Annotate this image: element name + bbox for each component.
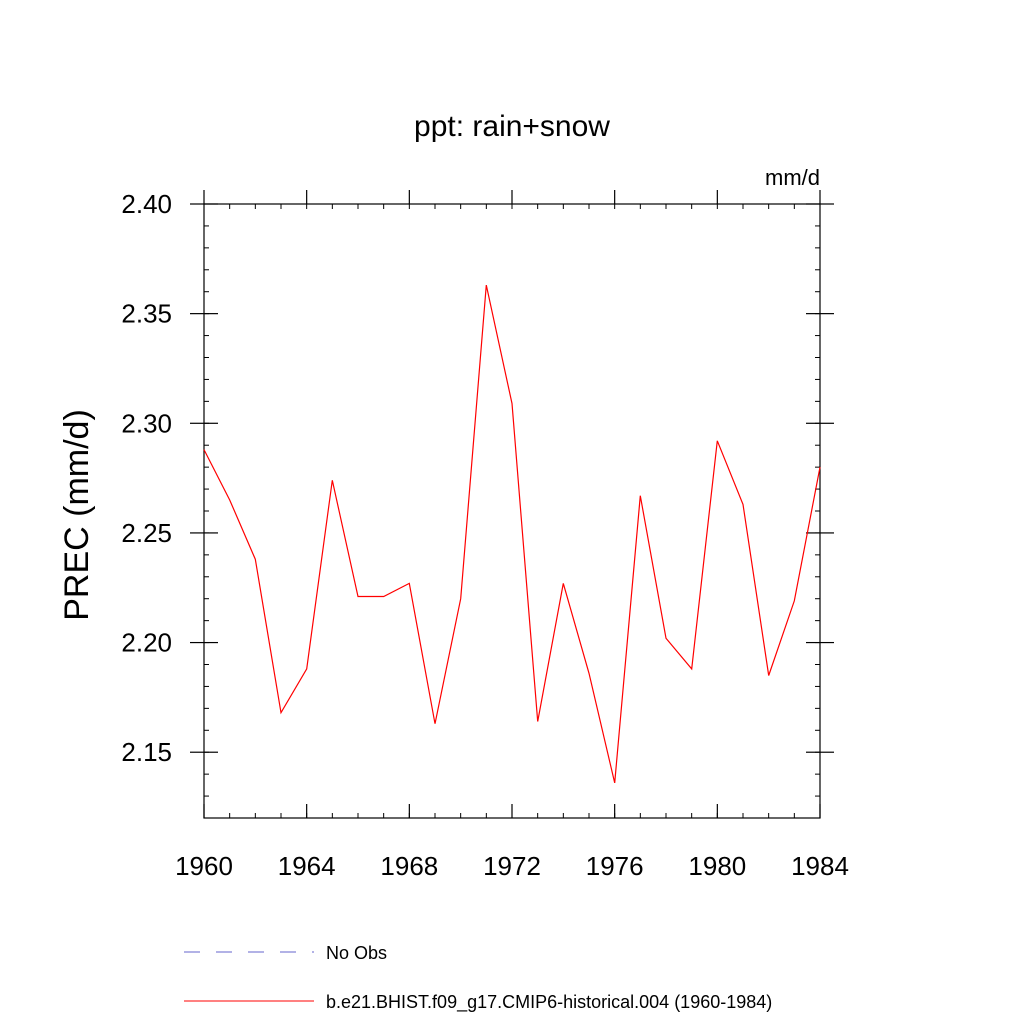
x-tick-label: 1968 <box>380 851 438 881</box>
x-tick-label: 1984 <box>791 851 849 881</box>
units-label: mm/d <box>765 165 820 190</box>
chart-title: ppt: rain+snow <box>414 110 610 143</box>
series-line <box>203 284 821 784</box>
series-layer <box>203 284 821 784</box>
y-tick-label: 2.25 <box>121 518 172 548</box>
y-tick-label: 2.30 <box>121 408 172 438</box>
y-tick-label: 2.15 <box>121 737 172 767</box>
x-tick-label: 1964 <box>278 851 336 881</box>
legend-label: No Obs <box>326 943 387 963</box>
x-tick-label: 1980 <box>688 851 746 881</box>
legend-label: b.e21.BHIST.f09_g17.CMIP6-historical.004… <box>326 992 772 1013</box>
x-tick-label: 1976 <box>586 851 644 881</box>
y-axis-label: PREC (mm/d) <box>58 409 96 621</box>
x-tick-label: 1960 <box>175 851 233 881</box>
y-tick-label: 2.40 <box>121 189 172 219</box>
axes: 1960 1964 1968 1972 1976 1980 1984 2.15 2.20 2.25… <box>121 189 849 881</box>
x-tick-label: 1972 <box>483 851 541 881</box>
y-tick-label: 2.35 <box>121 299 172 329</box>
y-tick-label: 2.20 <box>121 628 172 658</box>
legend: No Obs b.e21.BHIST.f09_g17.CMIP6-historic… <box>184 943 772 1013</box>
plot-frame <box>203 203 821 819</box>
